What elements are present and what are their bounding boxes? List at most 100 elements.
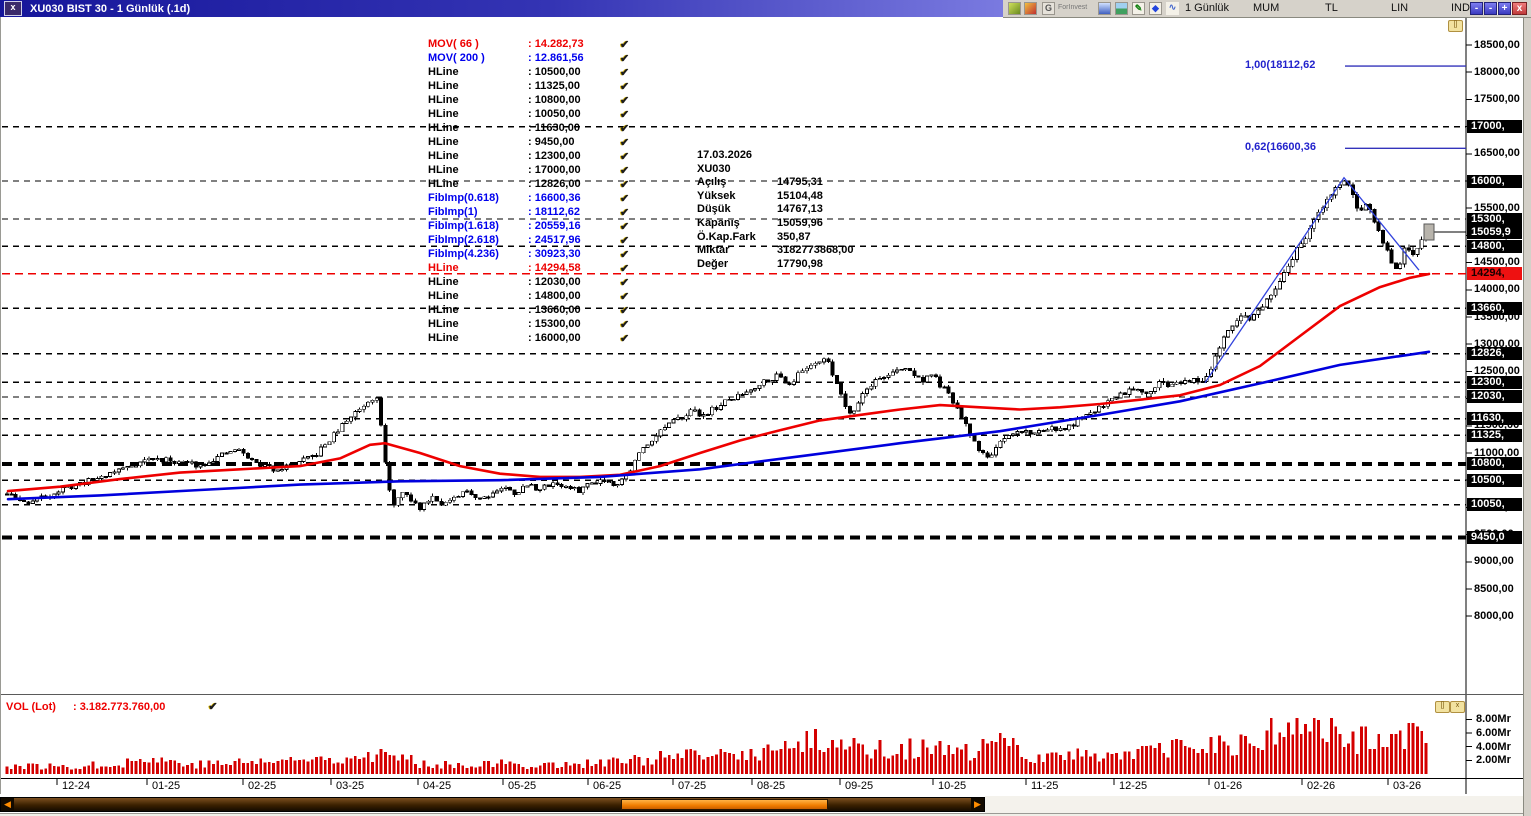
- hline-axis-label: 13660,: [1467, 301, 1522, 315]
- legend-row[interactable]: HLine: 10800,00 ✔: [428, 94, 629, 108]
- legend-row[interactable]: HLine: 12826,00 ✔: [428, 178, 629, 192]
- legend-row[interactable]: HLine: 12300,00 ✔: [428, 150, 629, 164]
- fib-label-100[interactable]: 1,00(18112,62: [1245, 59, 1316, 72]
- pane-restore-button[interactable]: []: [1448, 20, 1463, 32]
- volume-tick-label: 8.00Mr: [1476, 713, 1511, 726]
- legend-row[interactable]: FibImp(2.618): 24517,96 ✔: [428, 234, 629, 248]
- volume-close-button[interactable]: x: [1450, 701, 1465, 713]
- legend-check-icon[interactable]: ✔: [620, 95, 630, 107]
- pencil-icon[interactable]: ✎: [1132, 2, 1145, 15]
- minimize-button[interactable]: -: [1470, 2, 1483, 15]
- legend-item-name: HLine: [428, 122, 459, 134]
- month-label: 03-26: [1393, 780, 1422, 792]
- legend-item-value: : 30923,30: [528, 248, 581, 260]
- legend-check-icon[interactable]: ✔: [620, 235, 630, 247]
- legend-check-icon[interactable]: ✔: [620, 39, 630, 51]
- fib-label-062[interactable]: 0,62(16600,36: [1245, 141, 1316, 154]
- legend-check-icon[interactable]: ✔: [620, 151, 630, 163]
- chart-canvas[interactable]: [0, 17, 1466, 694]
- legend-check-icon[interactable]: ✔: [620, 67, 630, 79]
- legend-check-icon[interactable]: ✔: [620, 109, 630, 121]
- legend-row[interactable]: HLine: 10050,00 ✔: [428, 108, 629, 122]
- restore-button[interactable]: -: [1484, 2, 1497, 15]
- legend-row[interactable]: HLine : 16000,00 ✔: [428, 332, 629, 346]
- indicator-selector[interactable]: IND: [1451, 2, 1470, 14]
- legend-row[interactable]: HLine: 12030,00 ✔: [428, 276, 629, 290]
- legend-check-icon[interactable]: ✔: [620, 305, 630, 317]
- legend-check-icon[interactable]: ✔: [620, 291, 630, 303]
- close-window-button[interactable]: x: [1512, 2, 1527, 15]
- close-icon[interactable]: x: [4, 1, 22, 16]
- legend-row[interactable]: HLine: 11630,00 ✔: [428, 122, 629, 136]
- legend-check-icon[interactable]: ✔: [620, 221, 630, 233]
- info-value: 15059,96: [777, 216, 823, 229]
- legend-check-icon[interactable]: ✔: [620, 81, 630, 93]
- legend-item-value: : 15300,00: [528, 318, 581, 330]
- image-icon[interactable]: [1115, 2, 1128, 15]
- legend-row[interactable]: HLine: 9450,00 ✔: [428, 136, 629, 150]
- month-label: 10-25: [938, 780, 967, 792]
- calculator-icon[interactable]: [1098, 2, 1111, 15]
- zigzag-icon[interactable]: ∿: [1166, 2, 1179, 15]
- legend-row[interactable]: MOV( 66 ): 14.282,73 ✔: [428, 38, 629, 52]
- legend-row[interactable]: HLine: 14800,00 ✔: [428, 290, 629, 304]
- legend-item-value: : 12.861,56: [528, 52, 584, 64]
- info-label: XU030: [697, 162, 731, 175]
- legend-check-icon[interactable]: ✔: [620, 263, 630, 275]
- legend-check-icon[interactable]: ✔: [620, 165, 630, 177]
- move-icon[interactable]: ◆: [1149, 2, 1162, 15]
- month-label: 11-25: [1031, 780, 1059, 792]
- scale-selector[interactable]: LIN: [1391, 2, 1409, 14]
- legend-check-icon[interactable]: ✔: [620, 53, 630, 65]
- titlebar[interactable]: x XU030 BIST 30 - 1 Günlük (.1d): [0, 0, 1003, 17]
- legend-row[interactable]: HLine: 14294,58 ✔: [428, 262, 629, 276]
- legend-row[interactable]: MOV( 200 ): 12.861,56 ✔: [428, 52, 629, 66]
- legend-check-icon[interactable]: ✔: [620, 277, 630, 289]
- legend-check-icon[interactable]: ✔: [620, 319, 630, 331]
- chart-type-selector[interactable]: MUM: [1253, 2, 1280, 14]
- volume-check-icon[interactable]: ✔: [208, 701, 218, 713]
- legend-row[interactable]: FibImp(1): 18112,62 ✔: [428, 206, 629, 220]
- legend-row[interactable]: FibImp(0.618): 16600,36 ✔: [428, 192, 629, 206]
- hline-axis-label: 15300,: [1467, 212, 1522, 226]
- alarm-icon[interactable]: [1024, 2, 1037, 15]
- legend-row[interactable]: HLine: 17000,00 ✔: [428, 164, 629, 178]
- price-tick-label: 17500,00: [1474, 92, 1520, 105]
- scroll-right-icon[interactable]: ▶: [971, 798, 984, 811]
- currency-selector[interactable]: TL: [1325, 2, 1338, 14]
- legend-check-icon[interactable]: ✔: [620, 207, 630, 219]
- maximize-button[interactable]: +: [1498, 2, 1511, 15]
- legend-row[interactable]: HLine: 11325,00 ✔: [428, 80, 629, 94]
- scrollbar-thumb[interactable]: [621, 799, 828, 810]
- legend-item-name: HLine: [428, 304, 459, 316]
- template-icon[interactable]: [1008, 2, 1021, 15]
- info-value: 15104,48: [777, 189, 823, 202]
- month-label: 01-25: [152, 780, 181, 792]
- legend-row[interactable]: HLine: 13660,00 ✔: [428, 304, 629, 318]
- snapshot-icon[interactable]: G: [1042, 2, 1055, 15]
- period-selector[interactable]: 1 Günlük: [1185, 2, 1230, 14]
- legend-check-icon[interactable]: ✔: [620, 193, 630, 205]
- legend-check-icon[interactable]: ✔: [620, 123, 630, 135]
- info-value: 14795,31: [777, 176, 823, 189]
- legend-row[interactable]: HLine: 15300,00 ✔: [428, 318, 629, 332]
- legend-row[interactable]: FibImp(4.236): 30923,30 ✔: [428, 248, 629, 262]
- legend-item-name: HLine: [428, 164, 459, 176]
- scroll-left-icon[interactable]: ◀: [1, 798, 14, 811]
- legend-item-name: HLine: [428, 150, 459, 162]
- legend-check-icon[interactable]: ✔: [620, 249, 630, 261]
- legend-row[interactable]: FibImp(1.618): 20559,16 ✔: [428, 220, 629, 234]
- legend-item-value: : 16000,00: [528, 332, 581, 344]
- legend-item-value: : 18112,62: [528, 206, 580, 218]
- month-label: 12-25: [1119, 780, 1148, 792]
- legend-item-value: : 20559,16: [528, 220, 581, 232]
- legend-row[interactable]: HLine: 10500,00 ✔: [428, 66, 629, 80]
- legend-check-icon[interactable]: ✔: [620, 137, 630, 149]
- info-label: Düşük: [697, 203, 731, 216]
- legend-check-icon[interactable]: ✔: [620, 333, 630, 345]
- volume-legend[interactable]: VOL (Lot) : 3.182.773.760,00 ✔: [6, 700, 218, 713]
- legend-item-name: HLine: [428, 332, 459, 344]
- legend-check-icon[interactable]: ✔: [620, 179, 630, 191]
- horizontal-scrollbar[interactable]: ◀ ▶: [0, 797, 985, 812]
- volume-restore-button[interactable]: []: [1435, 701, 1450, 713]
